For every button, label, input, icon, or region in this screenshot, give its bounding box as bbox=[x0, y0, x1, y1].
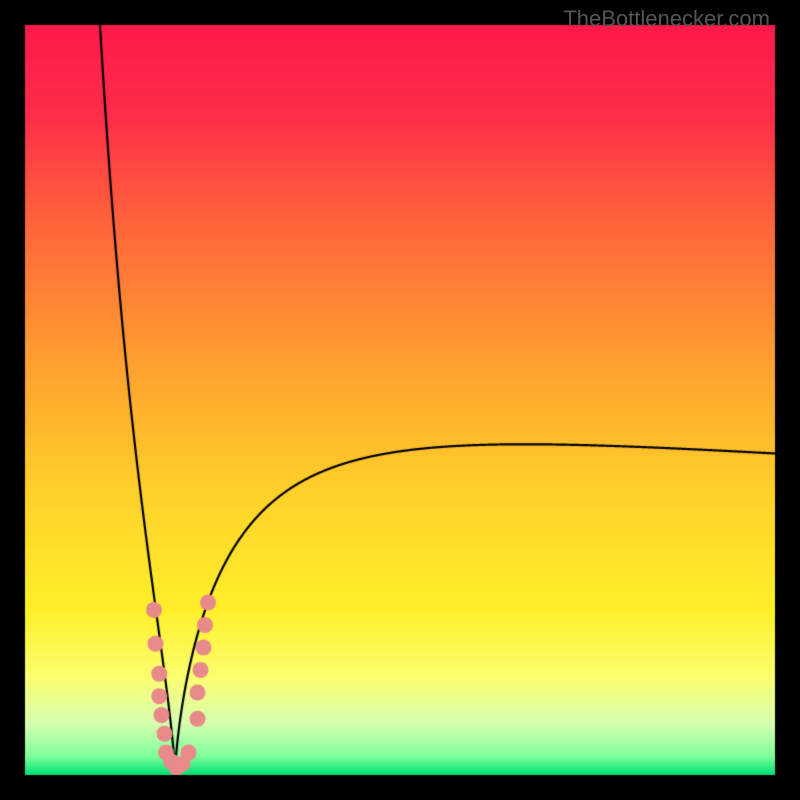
chart-root: TheBottlenecker.com bbox=[0, 0, 800, 800]
watermark-text: TheBottlenecker.com bbox=[563, 6, 770, 32]
bottleneck-curve-chart bbox=[0, 0, 800, 800]
